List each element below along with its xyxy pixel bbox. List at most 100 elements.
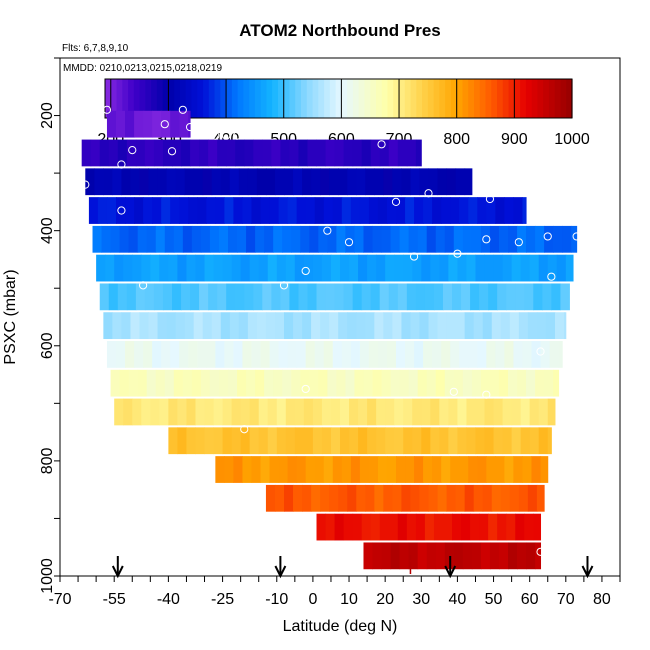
heatmap-cell <box>347 312 357 340</box>
colorbar-segment <box>462 79 469 118</box>
heatmap-cell <box>336 225 346 253</box>
heatmap-cell <box>390 542 401 570</box>
heatmap-cell <box>433 283 444 311</box>
heatmap-cell <box>208 283 218 311</box>
heatmap-cell <box>238 312 249 340</box>
heatmap-cell <box>448 427 458 455</box>
heatmap-cell <box>287 341 298 368</box>
data-point <box>449 387 458 396</box>
heatmap-cell <box>267 254 278 282</box>
heatmap-cell <box>260 341 271 368</box>
heatmap-cell <box>164 225 175 253</box>
heatmap-cell <box>361 139 372 167</box>
heatmap-cell <box>452 283 462 311</box>
data-point <box>547 272 556 281</box>
heatmap-cell <box>235 139 245 167</box>
heatmap-cell <box>92 225 103 253</box>
heatmap-cell <box>401 484 411 512</box>
heatmap-cell <box>182 225 193 253</box>
heatmap-cell <box>446 312 457 340</box>
heatmap-cell <box>316 513 327 541</box>
heatmap-cell <box>432 456 442 483</box>
heatmap-cell <box>377 456 388 483</box>
heatmap-cell <box>242 341 252 368</box>
heatmap-cell <box>486 456 496 483</box>
heatmap-cell <box>475 427 486 455</box>
data-point <box>536 547 545 556</box>
colorbar-segment <box>508 79 515 118</box>
heatmap-cell <box>271 283 281 311</box>
heatmap-cell <box>224 341 234 368</box>
heatmap-cell <box>191 369 202 397</box>
y-axis-label: PSXC (mbar) <box>2 269 19 364</box>
heatmap-cell <box>188 110 191 138</box>
heatmap-cell <box>502 398 513 426</box>
heatmap-cell <box>386 341 397 368</box>
colorbar-segment <box>306 79 314 118</box>
colorbar-segment <box>543 79 550 118</box>
heatmap-cell <box>285 254 296 282</box>
heatmap-cell <box>372 369 383 397</box>
heatmap-cell <box>551 283 561 311</box>
heatmap-cell <box>267 427 278 455</box>
heatmap-cell <box>269 197 280 224</box>
heatmap-cell <box>408 369 419 397</box>
heatmap-cell <box>455 484 466 512</box>
heatmap-cell <box>517 369 527 397</box>
heatmap-cell <box>296 341 307 368</box>
heatmap-cell <box>489 369 500 397</box>
heatmap-cell <box>242 456 252 483</box>
heatmap-cell <box>330 254 341 282</box>
heatmap-cell <box>220 168 231 196</box>
heatmap-cell <box>368 456 379 483</box>
heatmap-cell <box>527 484 538 512</box>
heatmap-cell <box>302 168 312 196</box>
heatmap-cell <box>435 542 446 570</box>
heatmap-cell <box>556 254 567 282</box>
heatmap-cell <box>117 283 128 311</box>
heatmap-cell <box>392 168 402 196</box>
heatmap-cell <box>405 197 415 224</box>
heatmap-cell <box>106 341 117 368</box>
heatmap-cell <box>280 139 290 167</box>
heatmap-cell <box>327 225 337 253</box>
heatmap-cell <box>153 283 164 311</box>
heatmap-cell <box>462 542 473 570</box>
heatmap-cell <box>508 369 518 397</box>
colorbar-segment <box>203 79 210 118</box>
heatmap-cell <box>119 225 130 253</box>
heatmap-cell <box>168 254 178 282</box>
heatmap-cell <box>255 369 265 397</box>
heatmap-cell <box>498 225 509 253</box>
heatmap-cell <box>515 513 525 541</box>
heatmap-cell <box>215 197 225 224</box>
heatmap-cell <box>343 513 354 541</box>
heatmap-cell <box>358 427 368 455</box>
heatmap-cell <box>159 254 169 282</box>
heatmap-cell <box>374 312 384 340</box>
colorbar-segment <box>122 79 129 118</box>
heatmap-cell <box>399 369 410 397</box>
heatmap-cell <box>473 312 484 340</box>
heatmap-cell <box>276 398 287 426</box>
heatmap-cell <box>338 168 348 196</box>
heatmap-cell <box>352 283 363 311</box>
heatmap-cell <box>403 427 413 455</box>
heatmap-cell <box>208 139 218 167</box>
colorbar-segment <box>433 79 440 118</box>
heatmap-cell <box>334 283 345 311</box>
heatmap-cell <box>493 254 504 282</box>
heatmap-cell <box>464 484 475 512</box>
heatmap-cell <box>226 283 236 311</box>
data-point <box>211 131 220 140</box>
colorbar-tick-label: 900 <box>501 131 528 148</box>
heatmap-cell <box>285 427 296 455</box>
heatmap-cell <box>215 456 225 483</box>
heatmap-cell <box>479 283 489 311</box>
heatmap-cell <box>406 513 417 541</box>
heatmap-cell <box>450 197 460 224</box>
heatmap-cell <box>406 283 417 311</box>
heatmap-cell <box>441 456 451 483</box>
heatmap-cell <box>392 312 402 340</box>
heatmap-cell <box>112 312 122 340</box>
